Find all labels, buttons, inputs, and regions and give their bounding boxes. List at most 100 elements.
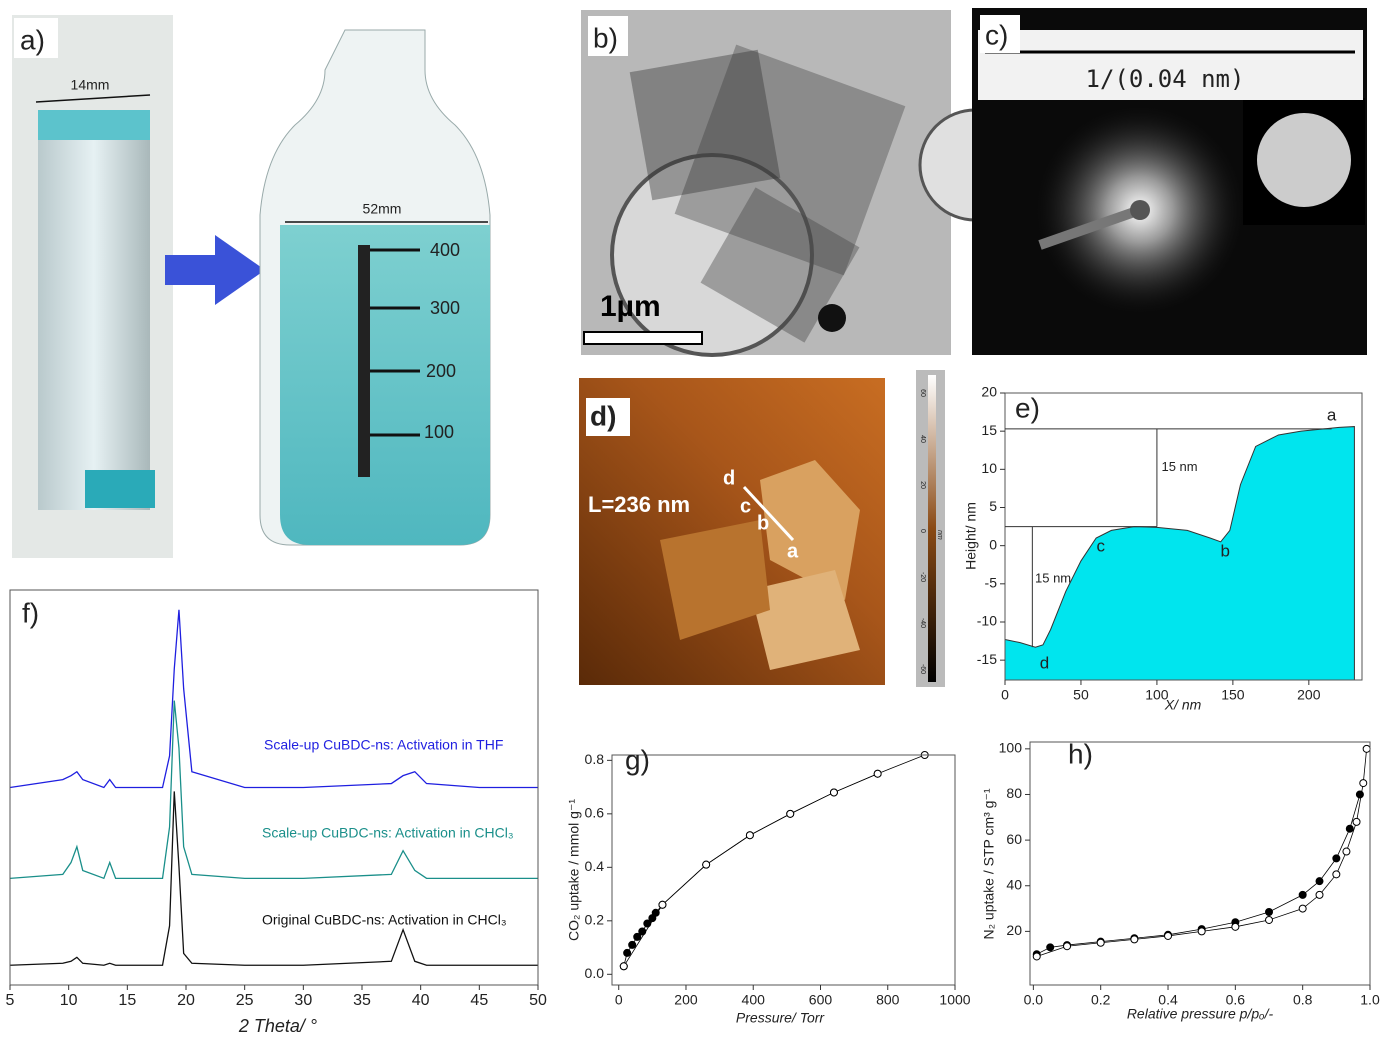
y-tick-label: 0.4: [585, 858, 605, 874]
colorbar-tick: -60: [919, 664, 926, 674]
panel-label: f): [22, 597, 39, 628]
data-point: [1333, 871, 1340, 878]
plot-frame: [1030, 742, 1370, 985]
data-point: [1266, 916, 1273, 923]
scale-label: 100: [424, 422, 454, 442]
colorbar-tick: 0: [919, 529, 926, 533]
y-tick-label: -5: [985, 575, 998, 591]
beam-stop: [1130, 200, 1150, 220]
y-tick-label: 15: [981, 422, 997, 438]
profile-length: L=236 nm: [588, 492, 690, 517]
scale-bar-label: 1/(0.04 nm): [1086, 65, 1245, 93]
panel-b: b) 1µm: [581, 10, 1030, 355]
point-label: b: [1221, 541, 1230, 560]
colorbar-tick: -20: [919, 572, 926, 582]
data-point: [830, 789, 837, 796]
data-point: [1316, 891, 1323, 898]
data-point: [659, 901, 666, 908]
point-label: d: [1040, 653, 1049, 672]
data-point: [1299, 905, 1306, 912]
x-tick-label: 20: [177, 992, 195, 1009]
x-tick-label: 400: [742, 992, 766, 1008]
data-point: [703, 861, 710, 868]
y-tick-label: 20: [981, 384, 997, 400]
panel-a: 14mm a) 52mm 400 300 200 100: [12, 15, 490, 558]
panel-label: h): [1068, 738, 1093, 769]
y-tick-label: 100: [999, 740, 1023, 756]
y-axis-label: CO₂ uptake / mmol g⁻¹: [566, 799, 582, 941]
chart: Scale-up CuBDC-ns: Activation in THFScal…: [6, 590, 547, 1036]
x-tick-label: 800: [876, 992, 900, 1008]
data-point: [1047, 944, 1054, 951]
x-tick-label: 1.0: [1360, 992, 1380, 1008]
x-tick-label: 50: [529, 992, 547, 1009]
series-line: [10, 701, 538, 879]
series-label: Original CuBDC-ns: Activation in CHCl₃: [262, 912, 507, 928]
scale-bar: [358, 245, 370, 477]
scale-bar: [584, 332, 702, 344]
x-tick-label: 50: [1073, 687, 1089, 703]
data-point: [1353, 818, 1360, 825]
series-line: [624, 755, 925, 966]
nanosheet: [630, 50, 781, 201]
x-tick-label: 0.2: [1091, 992, 1111, 1008]
y-axis-label: Height/ nm: [963, 502, 979, 570]
y-tick-label: 0.2: [585, 912, 605, 928]
x-tick-label: 45: [470, 992, 488, 1009]
data-point: [1097, 939, 1104, 946]
annotation: 15 nm: [1161, 459, 1197, 474]
inset-area: [1257, 113, 1351, 207]
y-tick-label: 0.0: [585, 965, 605, 981]
y-tick-label: 0.8: [585, 751, 605, 767]
x-tick-label: 0: [1001, 687, 1009, 703]
annotation: 15 nm: [1035, 570, 1071, 585]
x-tick-label: 35: [353, 992, 371, 1009]
x-tick-label: 30: [294, 992, 312, 1009]
x-tick-label: 1000: [939, 992, 970, 1008]
x-tick-label: 0.8: [1293, 992, 1313, 1008]
plot-frame: [612, 755, 955, 985]
series-label: Scale-up CuBDC-ns: Activation in THF: [264, 737, 503, 753]
x-tick-label: 200: [1297, 687, 1321, 703]
x-tick-label: 10: [60, 992, 78, 1009]
x-tick-label: 25: [236, 992, 254, 1009]
colorbar-tick: 60: [919, 389, 926, 397]
y-tick-label: 60: [1006, 831, 1022, 847]
y-tick-label: -15: [977, 651, 997, 667]
panel-label: a): [20, 24, 45, 55]
panel-c: 1/(0.04 nm) c): [972, 8, 1367, 355]
x-axis-label: Relative pressure p/pₒ/-: [1127, 1006, 1274, 1022]
data-point: [639, 928, 646, 935]
tube-sediment: [85, 470, 155, 508]
data-point: [1131, 936, 1138, 943]
data-point: [1316, 878, 1323, 885]
panel-label: b): [593, 22, 618, 53]
x-tick-label: 0: [615, 992, 623, 1008]
y-tick-label: 0.6: [585, 805, 605, 821]
bottle-liquid: [280, 225, 490, 545]
data-point: [1356, 791, 1363, 798]
series-line: [10, 610, 538, 788]
y-tick-label: 0: [989, 536, 997, 552]
x-tick-label: 600: [809, 992, 833, 1008]
data-point: [1346, 825, 1353, 832]
y-tick-label: 10: [981, 460, 997, 476]
colorbar-tick: 40: [919, 435, 926, 443]
data-point: [1198, 928, 1205, 935]
data-point: [1165, 932, 1172, 939]
panel-label: c): [985, 19, 1008, 50]
scale-bar-label: 1µm: [600, 290, 661, 323]
x-tick-label: 0.0: [1024, 992, 1044, 1008]
data-point: [1343, 848, 1350, 855]
x-tick-label: 200: [674, 992, 698, 1008]
panel-label: d): [590, 400, 616, 431]
data-point: [1266, 908, 1273, 915]
colorbar-tick: 20: [919, 481, 926, 489]
scale-label: 300: [430, 298, 460, 318]
arrow: [165, 235, 265, 305]
y-tick-label: 20: [1006, 922, 1022, 938]
x-axis-label: Pressure/ Torr: [736, 1010, 826, 1026]
y-tick-label: -10: [977, 613, 997, 629]
y-axis-label: N₂ uptake / STP cm³ g⁻¹: [981, 788, 997, 939]
